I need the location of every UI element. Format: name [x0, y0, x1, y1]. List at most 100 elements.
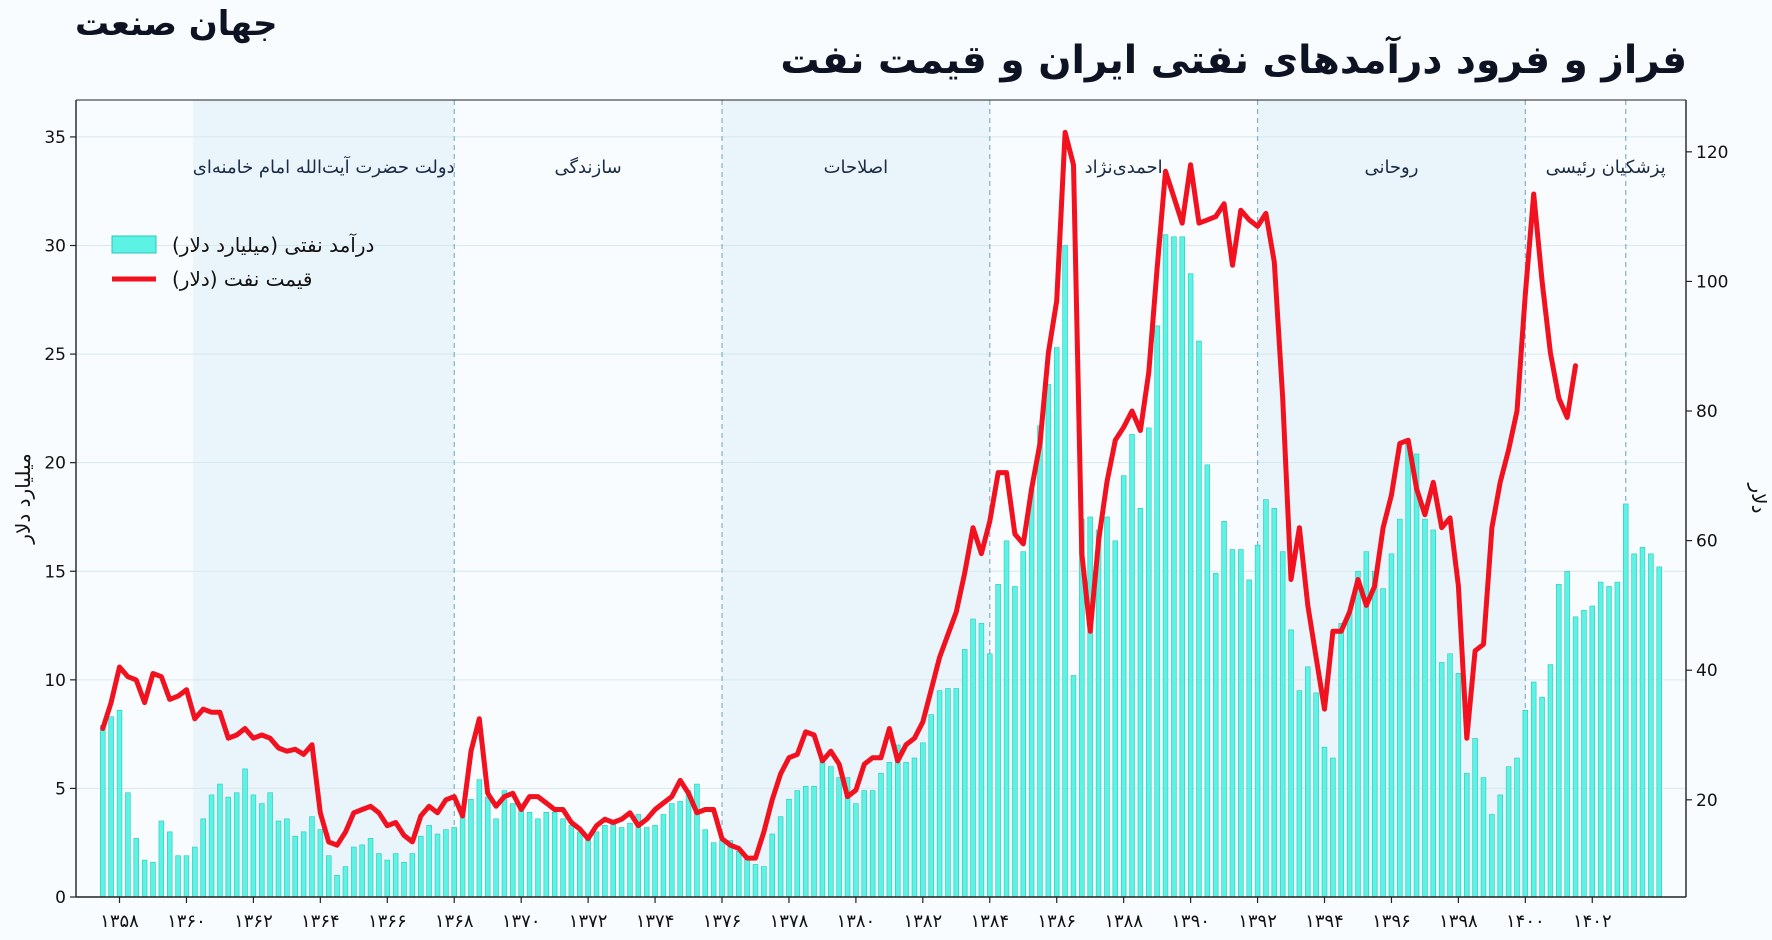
- revenue-bar: [1112, 540, 1119, 898]
- revenue-bar: [426, 825, 432, 898]
- revenue-bar: [1137, 507, 1144, 898]
- revenue-bar: [443, 829, 449, 898]
- revenue-bar: [719, 840, 725, 898]
- revenue-bar: [284, 818, 290, 898]
- revenue-bar: [1514, 757, 1520, 898]
- x-tick-label: ۱۳۹۶: [1372, 911, 1411, 932]
- revenue-bar: [1422, 518, 1428, 898]
- period-label-1: سازندگی: [554, 156, 621, 178]
- revenue-bar: [610, 822, 616, 898]
- revenue-bar: [217, 783, 223, 898]
- revenue-bar: [267, 792, 273, 898]
- revenue-bar: [869, 790, 876, 898]
- period-label-0: دولت حضرت آیت‌الله امام خامنه‌ای: [193, 155, 455, 178]
- revenue-bar: [100, 725, 106, 898]
- y-right-tick-label: 100: [1696, 272, 1728, 292]
- revenue-bar: [936, 690, 943, 898]
- revenue-bar: [1263, 499, 1269, 898]
- revenue-bar: [1489, 814, 1495, 898]
- brand-logo-text: جهان صنعت: [75, 4, 278, 44]
- revenue-bar: [727, 840, 734, 898]
- revenue-bar: [568, 825, 575, 898]
- revenue-bar: [150, 861, 156, 898]
- y-left-tick-label: 10: [44, 671, 66, 691]
- revenue-bar: [1179, 236, 1185, 898]
- revenue-bar: [710, 842, 717, 898]
- period-label-2: اصلاحات: [824, 157, 889, 178]
- revenue-bar: [1045, 384, 1052, 898]
- revenue-bar: [208, 794, 215, 898]
- revenue-bar: [903, 762, 909, 898]
- revenue-bar: [1037, 425, 1043, 898]
- revenue-bar: [1438, 662, 1445, 898]
- revenue-bar: [468, 798, 474, 898]
- revenue-bar: [811, 785, 817, 898]
- revenue-bar: [1648, 553, 1654, 898]
- revenue-bar: [1246, 579, 1252, 898]
- revenue-bar: [1305, 666, 1311, 898]
- oil-price-series-line: [100, 129, 1578, 861]
- revenue-bar: [1338, 623, 1344, 898]
- revenue-bar: [1171, 236, 1177, 898]
- revenue-bar: [1539, 696, 1545, 898]
- revenue-bar: [1154, 325, 1160, 898]
- period-shade-0: [193, 100, 455, 897]
- y-left-tick-label: 20: [44, 454, 66, 474]
- revenue-bar: [484, 796, 491, 898]
- revenue-bar: [376, 853, 382, 898]
- revenue-bar: [259, 803, 265, 898]
- revenue-bar: [577, 831, 583, 898]
- revenue-bar: [627, 822, 633, 898]
- chart-title: فراز و فرود درآمدهای نفتی ایران و قیمت ن…: [780, 38, 1687, 83]
- revenue-bar: [987, 653, 993, 898]
- revenue-bar: [392, 853, 399, 898]
- revenue-bar: [786, 798, 792, 898]
- revenue-bar: [1104, 516, 1110, 898]
- revenue-bar: [1656, 566, 1662, 898]
- revenue-bar: [945, 688, 951, 898]
- revenue-bar: [225, 796, 232, 898]
- period-dividers: [453, 100, 1627, 897]
- revenue-bar: [108, 716, 114, 898]
- revenue-bar: [309, 816, 315, 898]
- legend-price-label: قیمت نفت (دلار): [172, 267, 312, 291]
- x-tick-label: ۱۳۷۰: [502, 911, 541, 932]
- revenue-bar: [928, 714, 934, 898]
- revenue-bar: [250, 794, 257, 898]
- revenue-bar: [535, 818, 541, 898]
- revenue-bar: [744, 857, 750, 898]
- revenue-bar: [920, 742, 926, 898]
- y-left-tick-label: 30: [44, 237, 66, 257]
- revenue-bar: [593, 831, 600, 898]
- revenue-bar: [652, 825, 658, 898]
- x-tick-label: ۱۳۸۲: [904, 911, 943, 932]
- revenue-bar: [1614, 581, 1621, 898]
- revenue-bar: [995, 583, 1001, 898]
- revenue-bar: [116, 709, 123, 898]
- revenue-bar: [1279, 551, 1286, 898]
- y-left-tick-label: 25: [44, 345, 66, 365]
- revenue-bar: [1146, 427, 1152, 898]
- x-tick-label: ۱۳۵۸: [100, 911, 139, 932]
- period-label-5: پزشکیان رئیسی: [1546, 157, 1666, 178]
- revenue-bar: [434, 833, 441, 898]
- revenue-bar: [961, 649, 968, 898]
- revenue-bar: [694, 783, 700, 898]
- revenue-bar: [702, 829, 708, 898]
- revenue-bar: [1480, 777, 1487, 898]
- revenue-bar: [1162, 234, 1169, 898]
- x-tick-label: ۱۳۸۴: [970, 911, 1009, 932]
- revenue-bar: [1455, 673, 1462, 898]
- revenue-bar: [175, 855, 181, 898]
- revenue-bar: [526, 812, 533, 898]
- x-tick-label: ۱۳۸۸: [1104, 911, 1143, 932]
- revenue-bar: [1054, 347, 1060, 898]
- revenue-bar: [861, 790, 867, 898]
- x-tick-label: ۱۳۶۰: [167, 911, 206, 932]
- revenue-bar: [878, 772, 884, 898]
- revenue-bar: [1229, 549, 1236, 898]
- revenue-bar: [777, 816, 784, 898]
- revenue-bar: [1397, 518, 1403, 898]
